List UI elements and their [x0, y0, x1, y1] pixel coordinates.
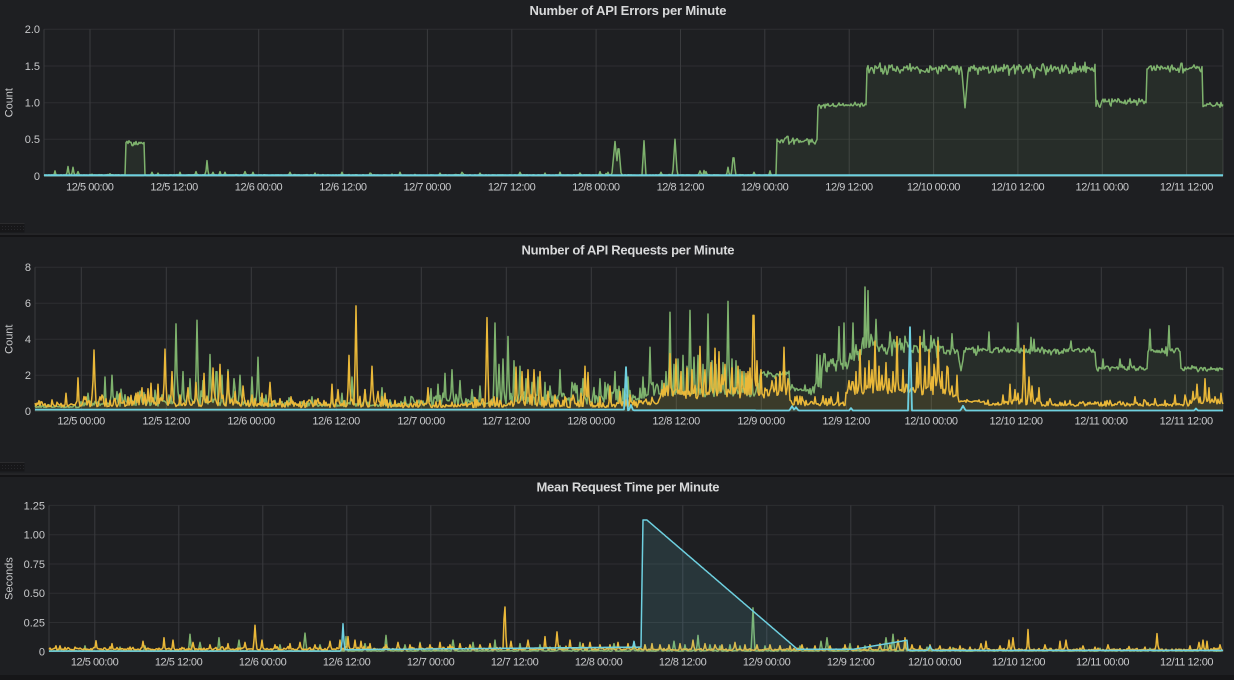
svg-text:12/8 00:00: 12/8 00:00 [567, 415, 615, 427]
svg-text:12/9 12:00: 12/9 12:00 [822, 415, 870, 427]
svg-text:12/10 12:00: 12/10 12:00 [991, 181, 1045, 193]
svg-text:0.50: 0.50 [24, 588, 45, 600]
svg-text:12/6 00:00: 12/6 00:00 [227, 415, 275, 427]
svg-text:Count: Count [4, 325, 16, 354]
svg-text:12/7 12:00: 12/7 12:00 [488, 181, 536, 193]
svg-text:Seconds: Seconds [4, 557, 16, 600]
svg-text:12/9 00:00: 12/9 00:00 [743, 656, 791, 668]
svg-text:Count: Count [4, 88, 16, 117]
svg-text:Mean Request Time per Minute: Mean Request Time per Minute [537, 479, 720, 494]
svg-text:Number of API Errors per Minut: Number of API Errors per Minute [530, 3, 727, 18]
svg-text:12/11 00:00: 12/11 00:00 [1076, 656, 1130, 668]
svg-text:12/8 00:00: 12/8 00:00 [572, 181, 620, 193]
svg-text:12/6 00:00: 12/6 00:00 [235, 181, 283, 193]
svg-text:6: 6 [25, 298, 31, 310]
svg-text:12/7 00:00: 12/7 00:00 [397, 415, 445, 427]
svg-text:12/11 12:00: 12/11 12:00 [1160, 181, 1214, 193]
svg-text:1.00: 1.00 [24, 530, 45, 542]
svg-text:12/8 12:00: 12/8 12:00 [652, 415, 700, 427]
svg-text:Number of API Requests per Min: Number of API Requests per Minute [522, 242, 735, 257]
svg-text:12/7 00:00: 12/7 00:00 [407, 656, 455, 668]
svg-text:12/5 00:00: 12/5 00:00 [66, 181, 114, 193]
svg-text:12/11 12:00: 12/11 12:00 [1160, 656, 1214, 668]
svg-text:0: 0 [39, 647, 45, 659]
svg-text:12/9 12:00: 12/9 12:00 [825, 181, 873, 193]
svg-text:12/9 00:00: 12/9 00:00 [741, 181, 789, 193]
svg-text:12/6 12:00: 12/6 12:00 [323, 656, 371, 668]
svg-text:1.5: 1.5 [25, 61, 40, 73]
svg-text:12/10 12:00: 12/10 12:00 [990, 415, 1044, 427]
svg-text:0.5: 0.5 [25, 134, 40, 146]
svg-text:0.25: 0.25 [24, 617, 45, 629]
svg-text:12/6 00:00: 12/6 00:00 [239, 656, 287, 668]
svg-text:12/8 00:00: 12/8 00:00 [575, 656, 623, 668]
svg-text:12/10 00:00: 12/10 00:00 [905, 415, 959, 427]
svg-text:12/10 12:00: 12/10 12:00 [992, 656, 1046, 668]
svg-text:0: 0 [25, 406, 31, 418]
svg-text:12/7 12:00: 12/7 12:00 [491, 656, 539, 668]
svg-text:12/7 00:00: 12/7 00:00 [404, 181, 452, 193]
svg-text:0.75: 0.75 [24, 559, 45, 571]
svg-text:4: 4 [25, 334, 31, 346]
svg-text:12/5 00:00: 12/5 00:00 [71, 656, 119, 668]
svg-text:12/10 00:00: 12/10 00:00 [907, 181, 961, 193]
svg-text:12/8 12:00: 12/8 12:00 [659, 656, 707, 668]
svg-text:2: 2 [25, 370, 31, 382]
svg-text:12/11 00:00: 12/11 00:00 [1075, 415, 1129, 427]
svg-text:1.25: 1.25 [24, 500, 45, 512]
svg-text:12/9 00:00: 12/9 00:00 [737, 415, 785, 427]
svg-text:12/6 12:00: 12/6 12:00 [319, 181, 367, 193]
svg-text:12/11 00:00: 12/11 00:00 [1076, 181, 1130, 193]
svg-text:12/8 12:00: 12/8 12:00 [657, 181, 705, 193]
svg-text:12/9 12:00: 12/9 12:00 [827, 656, 875, 668]
svg-text:0: 0 [34, 171, 40, 183]
svg-text:12/11 12:00: 12/11 12:00 [1160, 415, 1214, 427]
svg-text:12/5 12:00: 12/5 12:00 [155, 656, 203, 668]
svg-text:12/5 00:00: 12/5 00:00 [57, 415, 105, 427]
svg-text:12/10 00:00: 12/10 00:00 [908, 656, 962, 668]
svg-text:12/7 12:00: 12/7 12:00 [482, 415, 530, 427]
svg-text:1.0: 1.0 [25, 98, 40, 110]
svg-text:8: 8 [25, 262, 31, 274]
svg-text:12/6 12:00: 12/6 12:00 [312, 415, 360, 427]
svg-text:2.0: 2.0 [25, 24, 40, 36]
svg-text:12/5 12:00: 12/5 12:00 [150, 181, 198, 193]
svg-text:12/5 12:00: 12/5 12:00 [142, 415, 190, 427]
